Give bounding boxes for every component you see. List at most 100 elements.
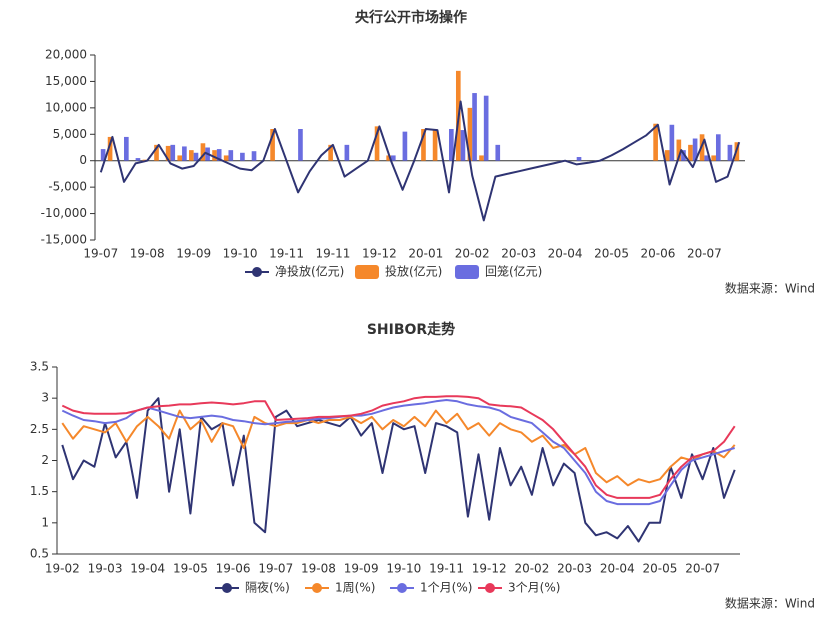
y-tick-label: 3.5	[30, 360, 49, 374]
x-tick-label: 19-04	[130, 562, 165, 576]
bar	[228, 150, 234, 161]
bar	[270, 129, 275, 161]
y-tick-label: 0	[79, 153, 87, 167]
line	[99, 100, 741, 222]
bar	[460, 130, 466, 161]
bar	[328, 144, 333, 161]
bar	[212, 150, 217, 161]
bar	[200, 143, 206, 161]
bar	[374, 126, 380, 161]
y-tick-label: 20,000	[45, 48, 87, 62]
legend-marker	[312, 583, 322, 593]
bar	[223, 155, 229, 161]
line	[61, 397, 736, 543]
bar	[467, 107, 473, 161]
x-tick-label: 19-12	[362, 247, 397, 261]
bar	[402, 131, 408, 161]
bar	[432, 129, 438, 161]
bar	[479, 155, 484, 161]
x-tick-label: 19-07	[83, 247, 118, 261]
bar	[240, 152, 245, 161]
line	[61, 409, 736, 487]
x-tick-label: 20-05	[594, 247, 629, 261]
x-tick-label: 19-07	[258, 562, 293, 576]
x-tick-label: 19-11	[429, 562, 464, 576]
y-tick-label: 10,000	[45, 100, 87, 114]
x-tick-label: 20-02	[514, 562, 549, 576]
bar	[182, 146, 187, 161]
bar	[669, 124, 675, 161]
legend-label: 1周(%)	[335, 581, 375, 595]
y-tick-label: 2	[41, 453, 49, 467]
y-tick-label: -10,000	[41, 206, 87, 220]
x-tick-label: 19-05	[173, 562, 208, 576]
chart-title: 央行公开市场操作	[355, 9, 467, 26]
y-tick-label: 3	[41, 391, 49, 405]
x-tick-label: 19-12	[472, 562, 507, 576]
bar	[170, 144, 176, 161]
bar	[177, 155, 183, 161]
bar	[681, 150, 686, 161]
bar	[390, 155, 396, 161]
bar	[344, 144, 350, 161]
x-tick-label: 19-08	[130, 247, 165, 261]
y-tick-label: 5,000	[53, 127, 87, 141]
x-tick-label: 20-05	[643, 562, 678, 576]
bar	[653, 123, 658, 161]
y-tick-label: 1	[41, 515, 49, 529]
legend-marker	[397, 583, 407, 593]
x-tick-label: 20-04	[548, 247, 583, 261]
bar	[688, 144, 693, 161]
y-tick-label: 1.5	[30, 484, 49, 498]
bar	[165, 145, 171, 161]
line	[61, 395, 736, 499]
x-tick-label: 19-10	[386, 562, 421, 576]
legend-label: 净投放(亿元)	[275, 264, 344, 279]
legend-marker	[455, 265, 479, 279]
bar	[495, 144, 501, 161]
bar	[727, 144, 733, 161]
bar	[142, 159, 148, 161]
y-tick-label: 0.5	[30, 547, 49, 561]
bar	[715, 134, 721, 161]
bar	[421, 129, 426, 161]
bar	[692, 138, 698, 161]
bar	[483, 95, 489, 161]
y-tick-label: -15,000	[41, 233, 87, 247]
x-tick-label: 20-03	[557, 562, 592, 576]
bar	[576, 157, 582, 161]
bar	[664, 150, 670, 161]
legend-label: 1个月(%)	[420, 581, 472, 595]
bar	[298, 129, 303, 161]
x-tick-label: 20-07	[685, 562, 720, 576]
bar	[189, 150, 194, 161]
bar	[135, 158, 141, 161]
x-tick-label: 20-07	[687, 247, 722, 261]
bar	[216, 149, 222, 161]
legend-label: 隔夜(%)	[245, 580, 290, 595]
bar	[711, 155, 716, 161]
y-tick-label: -5,000	[48, 180, 87, 194]
x-tick-label: 19-11	[269, 247, 304, 261]
bar	[193, 152, 199, 161]
x-tick-label: 20-03	[501, 247, 536, 261]
bar	[100, 149, 106, 161]
y-tick-label: 2.5	[30, 422, 49, 436]
legend-label: 回笼(亿元)	[485, 264, 542, 279]
bar	[704, 155, 710, 161]
legend-marker	[222, 583, 232, 593]
bar	[124, 136, 129, 161]
x-tick-label: 20-04	[600, 562, 635, 576]
x-tick-label: 19-09	[344, 562, 379, 576]
x-tick-label: 19-08	[301, 562, 336, 576]
line	[61, 399, 735, 506]
x-tick-label: 19-02	[45, 562, 80, 576]
legend-marker	[252, 267, 262, 277]
bar	[676, 139, 682, 161]
source: 数据来源：Wind	[725, 596, 815, 611]
source: 数据来源：Wind	[725, 281, 815, 296]
chart-title: SHIBOR走势	[367, 321, 455, 338]
x-tick-label: 19-06	[216, 562, 251, 576]
x-tick-label: 20-02	[455, 247, 490, 261]
